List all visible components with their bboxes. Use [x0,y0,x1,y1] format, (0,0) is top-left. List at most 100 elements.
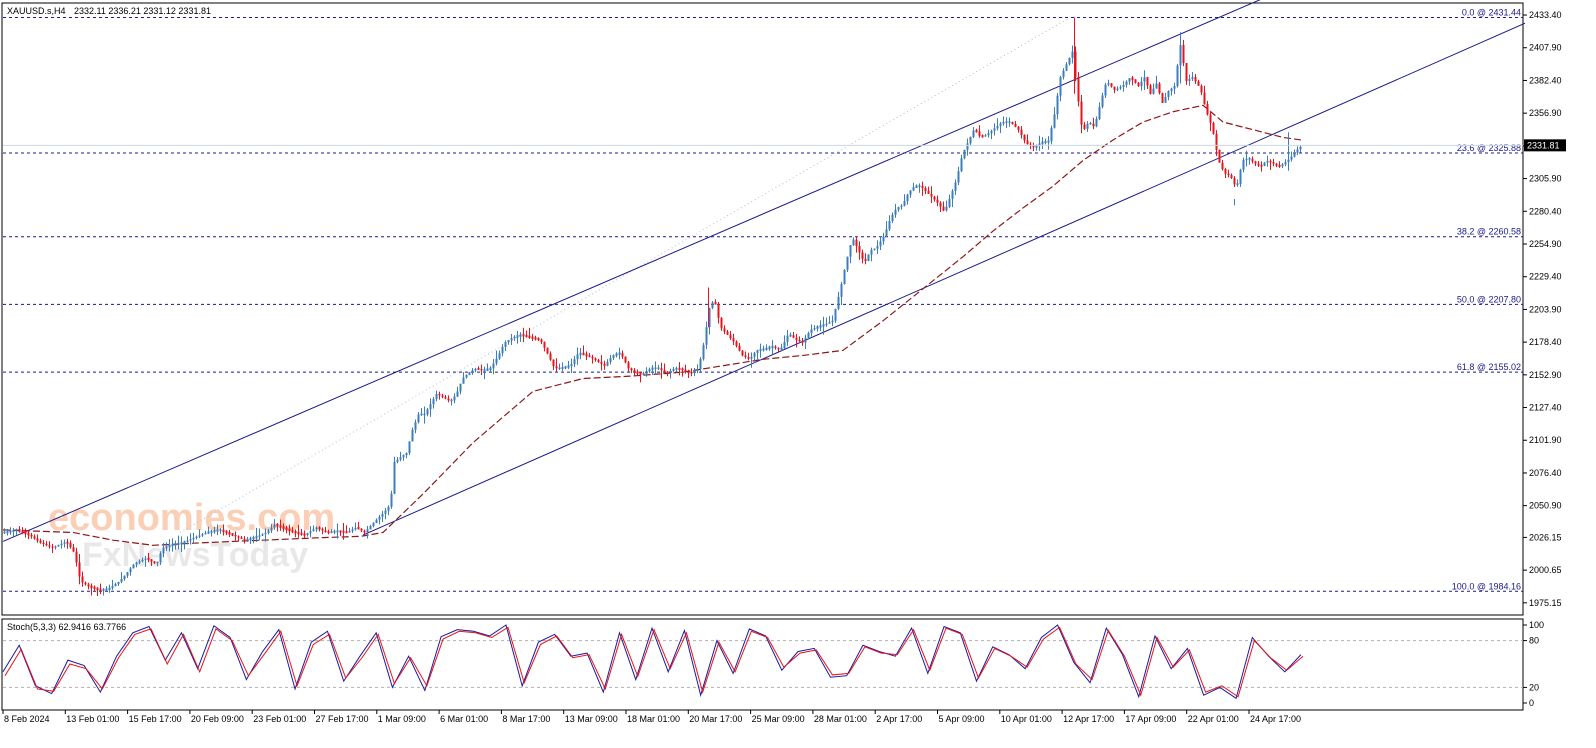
candle-body [654,367,657,370]
candle-body [210,530,213,533]
candle-body [501,346,504,354]
candle-body [642,373,645,375]
candle-body [999,123,1002,127]
candle-body [618,352,621,355]
candle-body [717,303,720,318]
candle-body [729,334,732,339]
candle-body [1044,140,1047,143]
candle-body [939,202,942,207]
candle-body [321,528,324,531]
candle-body [135,562,138,565]
candle-body [705,327,708,345]
candle-body [69,542,72,548]
candle-body [381,513,384,517]
candle-body [1173,86,1176,89]
candle-body [741,350,744,356]
candle-body [1056,95,1059,115]
candle-body [897,207,900,210]
candle-body [750,356,753,359]
candle-body [1236,183,1239,186]
candle-body [534,337,537,340]
candle-body [762,348,765,351]
candle-body [1122,84,1125,88]
time-axis: 8 Feb 2024 13 Feb 01:00 15 Feb 17:00 20 Feb… [2,710,1301,724]
candle-body [1275,163,1278,166]
candle-body [1101,95,1104,107]
candle-body [996,126,999,129]
candle-body [1290,156,1293,160]
candle-body [1065,64,1068,71]
time-tick-label: 18 Mar 01:00 [627,714,680,724]
candle-body [687,371,690,373]
price-axis: 2433.402407.902382.402356.902331.402305.… [1523,10,1562,608]
candle-body [330,531,333,534]
candle-body [393,461,396,494]
candle-body [726,331,729,335]
candle-body [1299,146,1302,150]
candle-body [903,201,906,206]
candle-body [1005,121,1008,123]
time-tick-label: 20 Feb 09:00 [191,714,244,724]
candle-body [1038,143,1041,146]
candle-body [666,371,669,374]
candle-body [465,374,468,378]
candle-body [603,363,606,366]
candle-body [1107,83,1110,85]
candle-body [1098,106,1101,120]
candle-body [663,370,666,373]
candle-body [231,533,234,536]
candle-body [72,547,75,552]
candle-body [447,398,450,401]
candle-body [1095,119,1098,127]
candle-body [1227,173,1230,176]
candle-body [357,527,360,530]
fib-level-label: 0.0 @ 2431.44 [1462,8,1521,18]
candle-body [258,535,261,537]
stoch-header: Stoch(5,3,3) 62.9416 63.7766 [7,622,126,632]
stochastic-oscillator [2,624,1523,700]
candle-body [1284,162,1287,165]
candle-body [675,367,678,370]
candle-body [570,364,573,367]
candle-body [87,584,90,587]
candle-body [402,455,405,458]
candle-body [621,353,624,357]
candle-body [513,336,516,339]
candle-body [1020,129,1023,135]
candle-body [684,369,687,372]
candle-body [201,534,204,536]
candle-body [723,328,726,332]
candle-body [123,575,126,580]
candle-body [204,532,207,535]
candle-body [396,459,399,462]
candle-body [1023,134,1026,141]
candle-body [3,531,6,534]
candle-body [1140,81,1143,87]
price-tick-label: 2254.90 [1529,239,1562,249]
candle-body [63,542,66,544]
candle-body [564,366,567,369]
current-price-box [1524,139,1566,152]
candle-body [237,536,240,538]
candle-body [636,371,639,374]
candle-body [612,355,615,359]
candle-body [672,368,675,371]
candle-body [1242,160,1245,170]
time-tick-label: 1 Mar 09:00 [378,714,426,724]
candle-body [456,391,459,397]
candle-body [954,182,957,191]
price-tick-label: 1975.15 [1529,598,1562,608]
candle-body [15,529,18,532]
candle-body [786,335,789,342]
stoch-tick-label: 80 [1529,636,1539,646]
fib-level-label: 50.0 @ 2207.80 [1457,294,1521,304]
time-tick-label: 15 Feb 17:00 [129,714,182,724]
candle-body [444,396,447,399]
candle-body [1209,114,1212,123]
candle-body [93,586,96,590]
fib-level-label: 100.0 @ 1984.16 [1452,581,1521,591]
candle-body [207,531,210,534]
candle-body [99,588,102,591]
time-tick-label: 10 Apr 01:00 [1001,714,1052,724]
